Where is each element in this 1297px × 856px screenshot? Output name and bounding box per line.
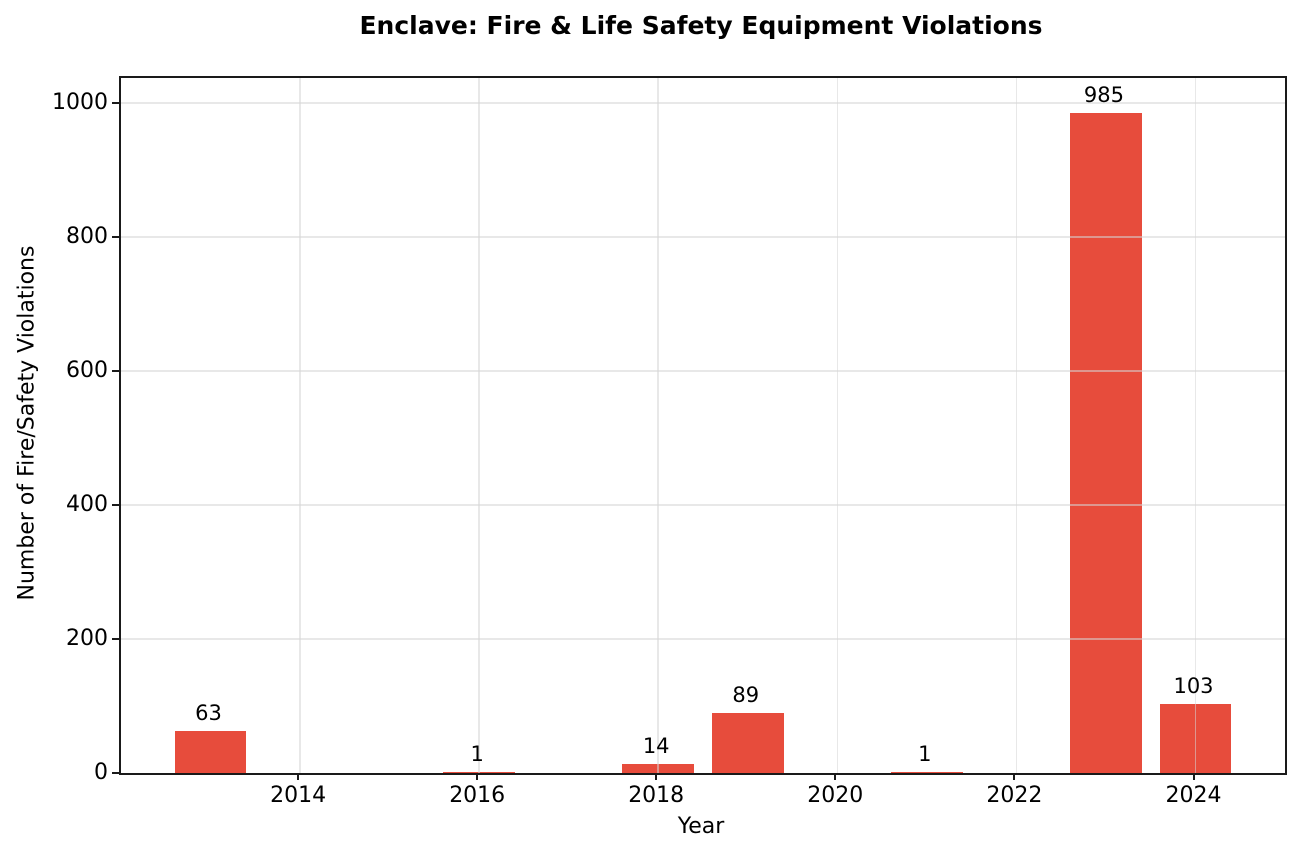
y-tick-mark-1000 (112, 101, 119, 104)
x-axis-label: Year (677, 814, 725, 839)
x-tick-label-2018: 2018 (628, 783, 685, 808)
h-gridline-1000 (121, 102, 1285, 104)
x-tick-label-2014: 2014 (270, 783, 327, 808)
v-gridline-2024 (1194, 78, 1197, 773)
bar-2021 (891, 772, 963, 773)
h-gridline-400 (121, 504, 1285, 506)
y-tick-mark-0 (112, 772, 119, 774)
v-gridline-2020 (836, 78, 839, 773)
x-tick-mark-2018 (655, 773, 658, 780)
y-tick-mark-400 (112, 503, 119, 506)
bar-value-label-2024: 103 (1173, 674, 1214, 698)
x-tick-mark-2022 (1013, 773, 1016, 780)
x-tick-label-2022: 2022 (986, 783, 1043, 808)
v-gridline-2018 (657, 78, 659, 773)
bar-value-label-2018: 14 (642, 733, 670, 758)
bar-value-label-2013: 63 (195, 700, 222, 725)
x-tick-label-2024: 2024 (1165, 783, 1222, 808)
y-axis-label: Number of Fire/Safety Violations (14, 245, 40, 601)
y-tick-mark-600 (112, 369, 119, 372)
bar-value-label-2019: 89 (732, 683, 760, 708)
y-tick-mark-800 (112, 235, 119, 238)
bar-value-label-2023: 985 (1083, 82, 1124, 107)
y-tick-label-600: 600 (66, 357, 108, 383)
x-tick-mark-2016 (476, 773, 479, 780)
bar-2013 (174, 730, 247, 773)
v-gridline-2016 (478, 78, 480, 773)
chart-title: Enclave: Fire & Life Safety Equipment Vi… (359, 11, 1043, 40)
x-tick-mark-2020 (834, 773, 837, 780)
x-tick-label-2020: 2020 (807, 783, 864, 808)
bar-value-label-2016: 1 (470, 742, 484, 767)
h-gridline-200 (121, 638, 1285, 640)
x-tick-mark-2024 (1192, 773, 1195, 780)
y-tick-label-400: 400 (66, 491, 108, 517)
plot-area (119, 76, 1287, 775)
y-tick-label-800: 800 (66, 223, 108, 249)
x-tick-mark-2014 (297, 773, 300, 780)
bar-2023 (1070, 112, 1142, 773)
v-gridline-2014 (299, 78, 301, 773)
bar-value-label-2021: 1 (918, 742, 932, 767)
x-tick-label-2016: 2016 (449, 783, 506, 808)
v-gridline-2022 (1015, 78, 1018, 773)
y-tick-label-1000: 1000 (52, 89, 108, 115)
y-tick-mark-200 (112, 638, 119, 640)
h-gridline-800 (121, 236, 1285, 238)
y-tick-label-200: 200 (66, 626, 108, 651)
h-gridline-600 (121, 370, 1285, 372)
bar-2019 (712, 713, 784, 773)
y-tick-label-0: 0 (94, 760, 108, 785)
